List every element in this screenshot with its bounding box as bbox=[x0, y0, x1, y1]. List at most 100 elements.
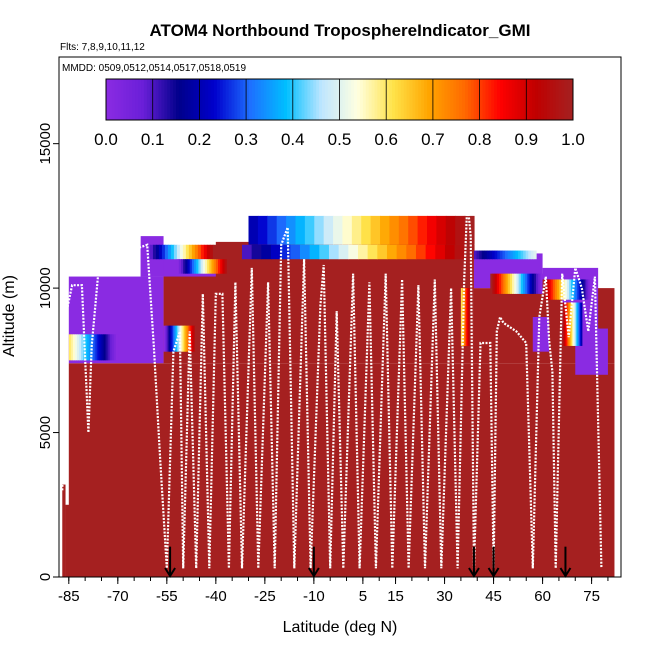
colorbar-swatch bbox=[488, 79, 492, 120]
colorbar-swatch bbox=[319, 79, 323, 120]
colorbar-label: 0.6 bbox=[374, 130, 398, 149]
heat-cell bbox=[194, 244, 199, 260]
heat-cell bbox=[548, 279, 552, 300]
heat-cell bbox=[435, 244, 446, 260]
colorbar-swatch bbox=[491, 79, 495, 120]
heat-cell bbox=[185, 325, 188, 352]
colorbar-swatch bbox=[138, 79, 142, 120]
heat-cell bbox=[314, 215, 325, 245]
heat-cell bbox=[213, 259, 217, 274]
date-arrow-head bbox=[308, 567, 320, 578]
heat-cell bbox=[499, 250, 504, 260]
heat-cell bbox=[280, 244, 291, 260]
heat-cell bbox=[171, 325, 174, 352]
heat-cell bbox=[580, 302, 582, 346]
heat-cell bbox=[193, 325, 196, 352]
heat-cell bbox=[525, 250, 529, 260]
heat-cell bbox=[224, 259, 228, 274]
heat-cell bbox=[180, 259, 184, 274]
colorbar-swatch bbox=[351, 79, 355, 120]
heat-cell bbox=[529, 273, 533, 294]
flight-track-line bbox=[61, 201, 603, 569]
x-tick-label: 60 bbox=[534, 588, 551, 605]
colorbar-swatch bbox=[377, 79, 381, 120]
heat-cell bbox=[207, 259, 210, 274]
colorbar-swatch bbox=[196, 79, 200, 120]
colorbar-swatch bbox=[392, 79, 396, 120]
x-tick-label: -25 bbox=[254, 588, 276, 605]
heat-cell bbox=[367, 244, 378, 260]
colorbar-swatch bbox=[284, 79, 288, 120]
heat-cell bbox=[484, 250, 488, 260]
heat-cell bbox=[72, 334, 76, 361]
colorbar-swatch bbox=[327, 79, 332, 120]
heat-cell bbox=[476, 250, 480, 260]
colorbar-swatch bbox=[219, 79, 224, 120]
colorbar-swatch bbox=[161, 79, 165, 120]
colorbar-swatch bbox=[345, 79, 349, 120]
heat-cell bbox=[517, 250, 522, 260]
heat-cell bbox=[577, 302, 580, 346]
colorbar-swatch bbox=[482, 79, 486, 120]
heat-cell bbox=[546, 279, 550, 300]
heat-cell bbox=[226, 259, 230, 274]
heat-cell bbox=[579, 302, 581, 346]
heat-cell bbox=[163, 265, 474, 364]
heat-cell bbox=[185, 259, 189, 274]
colorbar-swatch bbox=[400, 79, 405, 120]
x-axis: -85 -70 -55 -40 -25 -10 5 15 30 45 60 75 bbox=[58, 577, 609, 605]
colorbar-label: 0.9 bbox=[514, 130, 538, 149]
heat-cell bbox=[183, 259, 186, 274]
colorbar-swatch bbox=[257, 79, 262, 120]
colorbar-swatch bbox=[450, 79, 454, 120]
colorbar-swatch bbox=[164, 79, 168, 120]
colorbar-swatch bbox=[234, 79, 238, 120]
colorbar-swatch bbox=[211, 79, 215, 120]
heat-cell bbox=[512, 250, 516, 260]
colorbar-swatch bbox=[310, 79, 314, 120]
colorbar-swatch bbox=[535, 79, 539, 120]
colorbar-swatch bbox=[444, 79, 448, 120]
heat-cell bbox=[276, 215, 287, 245]
heat-cell bbox=[338, 244, 349, 260]
heat-cell bbox=[479, 250, 483, 260]
heat-cell bbox=[454, 244, 465, 260]
heat-cell bbox=[149, 244, 154, 260]
heat-cell bbox=[179, 325, 182, 352]
colorbar-swatch bbox=[272, 79, 276, 120]
heat-cell bbox=[196, 259, 200, 274]
colorbar-swatch bbox=[193, 79, 197, 120]
heat-cell bbox=[570, 302, 572, 346]
colorbar-swatch bbox=[412, 79, 416, 120]
date-arrow-head bbox=[559, 567, 572, 578]
heat-cell bbox=[83, 334, 86, 361]
heat-cell bbox=[167, 325, 170, 352]
colorbar-swatch bbox=[508, 79, 513, 120]
colorbar-swatch bbox=[540, 79, 545, 120]
colorbar-swatch bbox=[298, 79, 303, 120]
heat-cell bbox=[182, 325, 185, 352]
date-arrows bbox=[164, 546, 572, 578]
date-arrow-head bbox=[164, 567, 176, 578]
heat-cell bbox=[95, 334, 98, 361]
heat-cell bbox=[257, 215, 268, 245]
heat-cell bbox=[550, 279, 554, 300]
colorbar-swatch bbox=[365, 79, 370, 120]
heat-cell bbox=[583, 279, 587, 300]
heat-cell bbox=[496, 273, 500, 294]
heat-cell bbox=[164, 244, 169, 260]
heat-cell bbox=[494, 273, 498, 294]
heat-cell bbox=[188, 244, 193, 260]
heat-cell bbox=[544, 279, 548, 300]
colorbar-swatch bbox=[120, 79, 125, 120]
colorbar-swatch bbox=[263, 79, 268, 120]
heat-cell bbox=[503, 273, 507, 294]
colorbar-swatch bbox=[205, 79, 209, 120]
heat-cell bbox=[173, 244, 178, 260]
colorbar-swatch bbox=[213, 79, 218, 120]
x-tick-label: -70 bbox=[107, 588, 129, 605]
colorbar-swatch bbox=[374, 79, 378, 120]
heat-cell bbox=[319, 244, 330, 260]
heat-cell bbox=[564, 302, 567, 346]
colorbar-label: 0.0 bbox=[94, 130, 118, 149]
